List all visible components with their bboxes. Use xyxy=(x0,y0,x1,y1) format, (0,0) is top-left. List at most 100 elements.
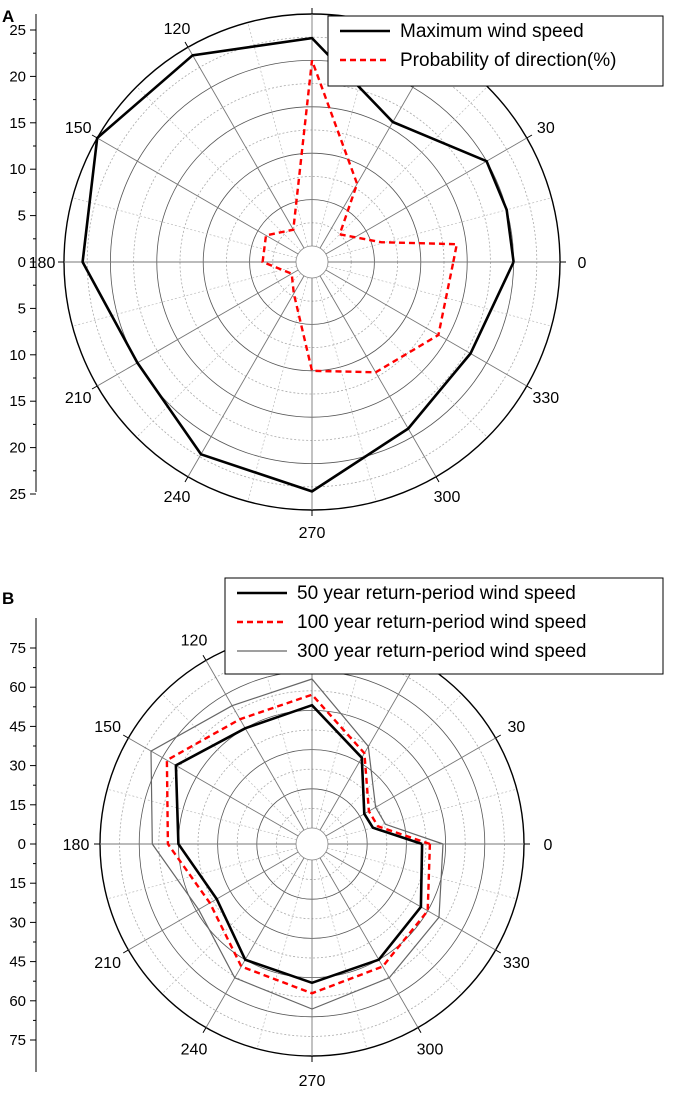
radial-tick-label: 75 xyxy=(9,1032,26,1049)
series-line-2 xyxy=(165,693,432,995)
grid-spoke xyxy=(205,660,305,831)
grid-spoke xyxy=(319,275,437,477)
radial-tick-label: 10 xyxy=(9,161,26,178)
direction-label: 240 xyxy=(164,489,191,506)
direction-label: 210 xyxy=(94,955,121,972)
direction-label: 30 xyxy=(507,719,525,736)
grid-spoke xyxy=(247,22,309,247)
radial-tick-label: 30 xyxy=(9,758,26,775)
angle-tick xyxy=(122,949,129,954)
grid-spoke xyxy=(187,47,305,249)
radial-tick-label: 25 xyxy=(9,486,26,503)
radial-tick-label: 15 xyxy=(9,393,26,410)
grid-spoke xyxy=(325,737,496,837)
angle-tick xyxy=(202,654,207,661)
grid-spoke xyxy=(136,86,301,251)
angle-tick xyxy=(91,385,98,390)
grid-spoke xyxy=(72,197,297,259)
series-line-1 xyxy=(81,36,515,493)
grid-spoke xyxy=(72,265,297,327)
angle-tick xyxy=(184,476,189,483)
grid-spoke xyxy=(323,693,463,833)
grid-spoke xyxy=(315,859,368,1049)
radial-tick-label: 10 xyxy=(9,347,26,364)
radial-tick-label: 45 xyxy=(9,718,26,735)
direction-label: 180 xyxy=(29,255,56,272)
grid-spoke xyxy=(161,855,301,995)
grid-spoke xyxy=(315,277,377,502)
direction-label: 120 xyxy=(181,633,208,650)
radial-tick-label: 5 xyxy=(18,208,26,225)
angle-tick xyxy=(526,134,533,139)
radial-tick-label: 0 xyxy=(18,254,26,271)
direction-label: 270 xyxy=(299,1073,326,1090)
series-line-1 xyxy=(174,703,424,985)
radial-tick-label: 30 xyxy=(9,914,26,931)
direction-label: 0 xyxy=(544,837,553,854)
grid-spoke xyxy=(323,86,488,251)
direction-label: 30 xyxy=(537,120,555,137)
radial-tick-label: 15 xyxy=(9,875,26,892)
legend-label: 100 year return-period wind speed xyxy=(297,612,586,633)
panel-a-radial-axis: 25 20 15 10 5 0 5 10 15 20 25 xyxy=(9,14,37,503)
angle-tick xyxy=(495,734,502,739)
grid-spoke xyxy=(247,277,309,502)
panel-b-legend: 50 year return-period wind speed 100 year… xyxy=(224,577,664,675)
radial-tick-label: 20 xyxy=(9,440,26,457)
direction-label: 300 xyxy=(417,1041,444,1058)
direction-label: 270 xyxy=(299,525,326,542)
legend-label: Probability of direction(%) xyxy=(400,50,616,71)
direction-label: 120 xyxy=(164,21,191,38)
angle-tick xyxy=(202,1027,207,1034)
inner-ring xyxy=(295,827,329,861)
panel-b-label: B xyxy=(2,589,14,608)
legend-label: 300 year return-period wind speed xyxy=(297,641,586,662)
panel-a-label: A xyxy=(2,7,14,26)
grid-spoke xyxy=(323,855,463,995)
angle-tick xyxy=(184,41,189,48)
grid-spoke xyxy=(256,639,309,829)
grid-spoke xyxy=(325,137,527,255)
direction-label: 0 xyxy=(578,255,587,272)
legend-box xyxy=(224,577,664,675)
angle-tick xyxy=(435,476,440,483)
direction-label: 210 xyxy=(65,390,92,407)
grid-spoke xyxy=(136,273,301,438)
direction-label: 150 xyxy=(94,719,121,736)
radial-tick-label: 15 xyxy=(9,797,26,814)
grid-spoke xyxy=(315,639,368,829)
radial-tick-label: 0 xyxy=(18,836,26,853)
panel-b-radial-axis: 75 60 45 30 15 0 15 30 45 60 75 xyxy=(9,618,37,1072)
grid-spoke xyxy=(107,847,297,900)
grid-spoke xyxy=(327,197,552,259)
radial-tick-label: 60 xyxy=(9,993,26,1010)
direction-label: 330 xyxy=(532,390,559,407)
panel-a: A 25 20 15 10 5 0 5 10 15 20 25 0 30 90 120 150 180 210 2… xyxy=(2,0,664,542)
grid-spoke xyxy=(161,693,301,833)
angle-tick xyxy=(495,949,502,954)
series-line-2 xyxy=(261,59,459,374)
panel-b-direction-labels: 0 30 120 150 180 210 240 270 300 330 xyxy=(63,633,553,1090)
grid-spoke xyxy=(256,859,309,1049)
radial-tick-label: 5 xyxy=(18,300,26,317)
radial-tick-label: 15 xyxy=(9,115,26,132)
radial-tick-label: 45 xyxy=(9,954,26,971)
grid-spoke xyxy=(325,269,527,387)
series-line-3 xyxy=(150,678,444,1010)
direction-label: 180 xyxy=(63,837,90,854)
legend-label: 50 year return-period wind speed xyxy=(297,583,576,604)
angle-tick xyxy=(417,1027,422,1034)
grid-spoke xyxy=(319,857,419,1028)
legend-box xyxy=(327,15,664,87)
panel-b-series xyxy=(150,678,444,1010)
direction-label: 90 xyxy=(303,0,321,2)
grid-spoke xyxy=(107,788,297,841)
legend-label: Maximum wind speed xyxy=(400,21,584,42)
radial-tick-label: 25 xyxy=(9,22,26,39)
panel-a-series xyxy=(81,36,515,493)
direction-label: 240 xyxy=(181,1041,208,1058)
direction-label: 150 xyxy=(65,120,92,137)
grid-spoke xyxy=(97,137,299,255)
